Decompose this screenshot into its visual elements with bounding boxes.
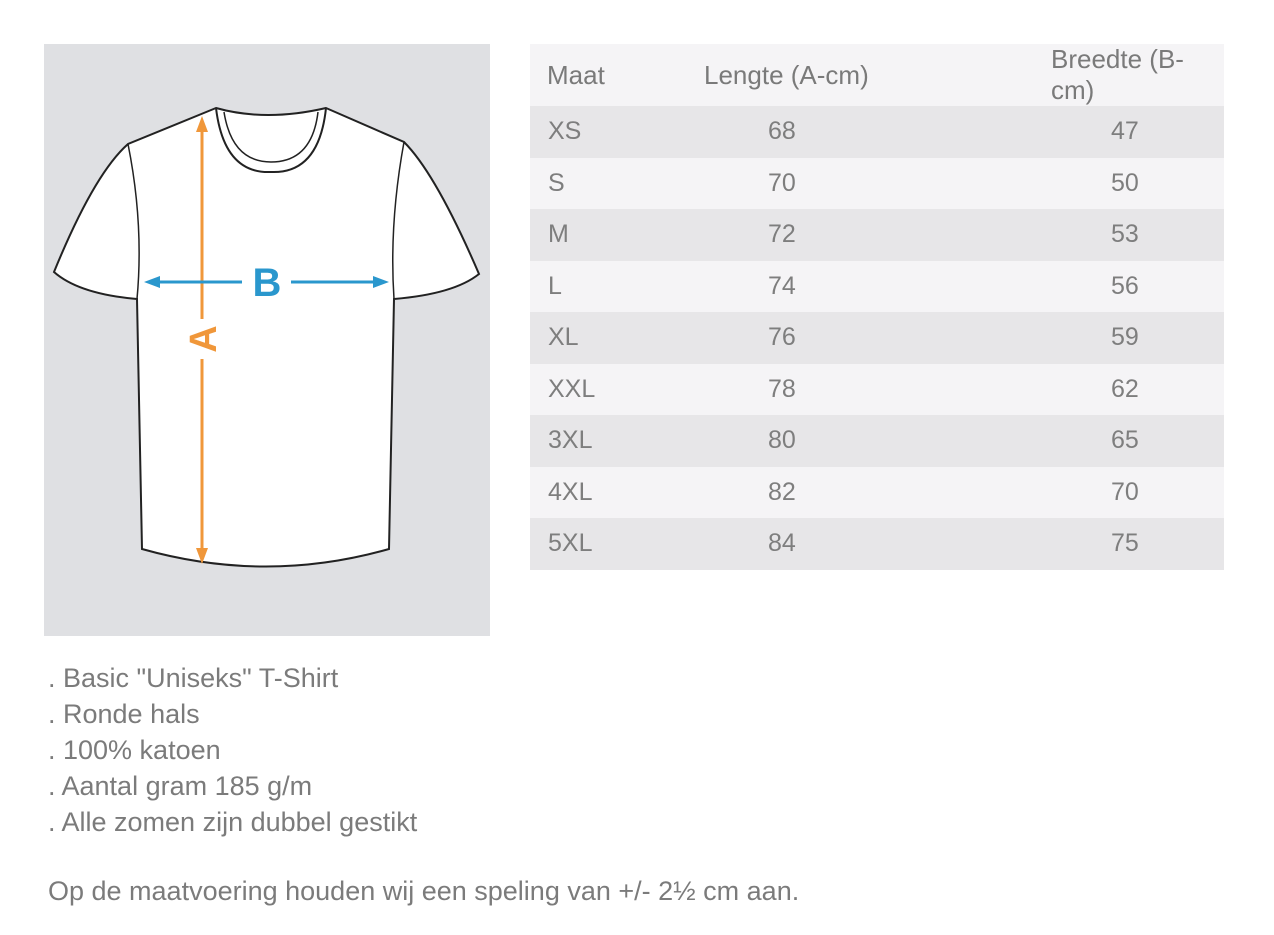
cell-length: 68 xyxy=(768,117,796,146)
cell-length: 76 xyxy=(768,323,796,352)
table-row: XXL 78 62 xyxy=(530,363,1224,415)
feature-list: . Basic "Uniseks" T-Shirt . Ronde hals .… xyxy=(48,660,417,840)
cell-width: 65 xyxy=(1111,426,1139,455)
tshirt-illustration: A B xyxy=(52,106,481,568)
cell-width: 62 xyxy=(1111,374,1139,403)
table-row: M 72 53 xyxy=(530,209,1224,261)
cell-size: M xyxy=(548,220,569,249)
collar xyxy=(215,107,327,174)
width-arrow xyxy=(144,276,389,288)
cell-length: 84 xyxy=(768,529,796,558)
cell-width: 59 xyxy=(1111,323,1139,352)
width-label: B xyxy=(253,261,282,305)
header-width: Breedte (B-cm) xyxy=(1051,44,1184,105)
tshirt-outline xyxy=(52,106,481,568)
cell-width: 50 xyxy=(1111,168,1139,197)
feature-item: . 100% katoen xyxy=(48,735,221,765)
cell-width: 75 xyxy=(1111,529,1139,558)
feature-item: . Alle zomen zijn dubbel gestikt xyxy=(48,807,418,837)
cell-width: 53 xyxy=(1111,220,1139,249)
tshirt-diagram: A B xyxy=(44,44,490,636)
cell-size: L xyxy=(548,271,562,300)
header-size: Maat xyxy=(547,59,605,90)
cell-length: 72 xyxy=(768,220,796,249)
size-table: Maat Lengte (A-cm) Breedte (B-cm) XS 68 47… xyxy=(530,44,1224,570)
cell-length: 74 xyxy=(768,271,796,300)
table-row: 3XL 80 65 xyxy=(530,415,1224,467)
table-row: XS 68 47 xyxy=(530,106,1224,158)
cell-width: 47 xyxy=(1111,117,1139,146)
cell-length: 82 xyxy=(768,477,796,506)
feature-item: . Aantal gram 185 g/m xyxy=(48,771,313,801)
cell-size: 5XL xyxy=(548,529,593,558)
cell-size: XS xyxy=(548,117,582,146)
feature-item: . Basic "Uniseks" T-Shirt xyxy=(48,663,339,693)
table-row: S 70 50 xyxy=(530,157,1224,209)
table-row: XL 76 59 xyxy=(530,312,1224,364)
table-row: 4XL 82 70 xyxy=(530,466,1224,518)
cell-width: 70 xyxy=(1111,477,1139,506)
cell-length: 80 xyxy=(768,426,796,455)
cell-size: S xyxy=(548,168,565,197)
cell-size: XXL xyxy=(548,374,596,403)
cell-size: XL xyxy=(548,323,579,352)
cell-width: 56 xyxy=(1111,271,1139,300)
header-length: Lengte (A-cm) xyxy=(704,59,869,90)
table-header-row: Maat Lengte (A-cm) Breedte (B-cm) xyxy=(530,44,1224,106)
table-row: L 74 56 xyxy=(530,260,1224,312)
cell-size: 3XL xyxy=(548,426,593,455)
length-label: A xyxy=(183,325,225,352)
table-row: 5XL 84 75 xyxy=(530,518,1224,570)
cell-size: 4XL xyxy=(548,477,593,506)
tolerance-note: Op de maatvoering houden wij een speling… xyxy=(48,876,800,906)
cell-length: 78 xyxy=(768,374,796,403)
feature-item: . Ronde hals xyxy=(48,699,200,729)
cell-length: 70 xyxy=(768,168,796,197)
length-arrow xyxy=(196,116,208,564)
